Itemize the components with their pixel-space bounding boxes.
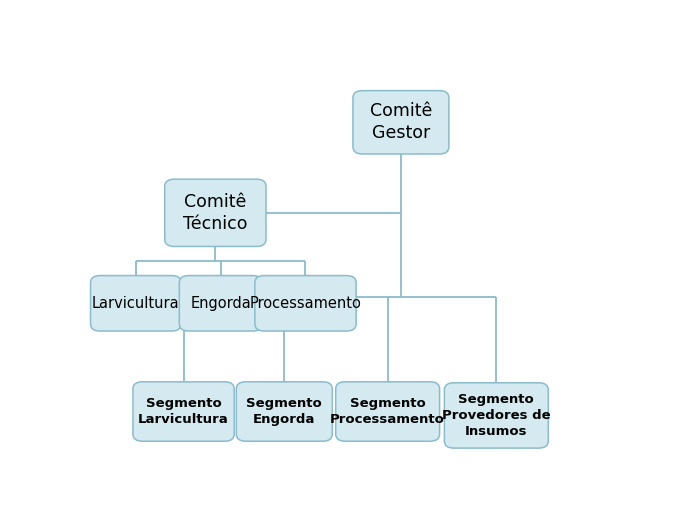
FancyBboxPatch shape [255,275,356,331]
Text: Processamento: Processamento [250,296,361,311]
FancyBboxPatch shape [133,382,234,441]
Text: Engorda: Engorda [190,296,251,311]
Text: Larvicultura: Larvicultura [92,296,180,311]
FancyBboxPatch shape [445,383,549,448]
Text: Segmento
Processamento: Segmento Processamento [330,397,445,426]
Text: Comitê
Gestor: Comitê Gestor [370,102,432,143]
FancyBboxPatch shape [236,382,332,441]
FancyBboxPatch shape [353,90,449,154]
Text: Segmento
Engorda: Segmento Engorda [246,397,322,426]
FancyBboxPatch shape [179,275,262,331]
Text: Segmento
Larvicultura: Segmento Larvicultura [138,397,229,426]
Text: Comitê
Técnico: Comitê Técnico [183,193,248,233]
Text: Segmento
Provedores de
Insumos: Segmento Provedores de Insumos [442,393,551,438]
FancyBboxPatch shape [90,275,181,331]
FancyBboxPatch shape [165,179,266,246]
FancyBboxPatch shape [336,382,440,441]
